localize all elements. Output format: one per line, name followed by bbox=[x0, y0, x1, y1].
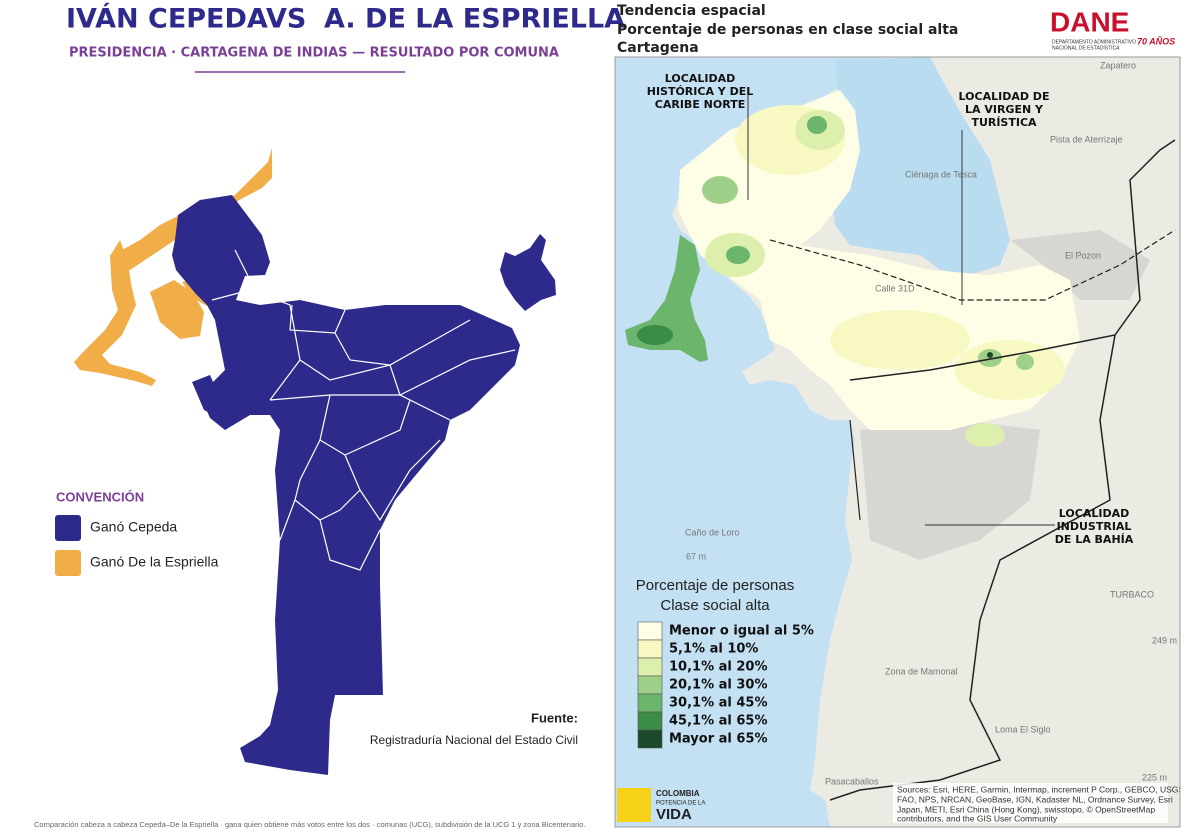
heat-area bbox=[1016, 354, 1034, 370]
sources-box bbox=[893, 783, 1168, 823]
place-label: TURBACO bbox=[1110, 589, 1154, 599]
legend-swatch bbox=[55, 515, 81, 541]
map-border bbox=[614, 56, 1181, 828]
place-label: Zapatero bbox=[1100, 60, 1136, 70]
map-title: Porcentaje de personas en clase social a… bbox=[617, 22, 958, 38]
legend-swatch bbox=[55, 550, 81, 576]
heat-area bbox=[726, 246, 750, 264]
legend-title: Clase social alta bbox=[660, 597, 770, 614]
place-label: 249 m bbox=[1152, 635, 1177, 645]
logo-subtitle: NACIONAL DE ESTADÍSTICA bbox=[1052, 44, 1120, 51]
locality-label: INDUSTRIAL bbox=[1057, 520, 1132, 533]
place-label: Loma El Siglo bbox=[995, 724, 1051, 734]
legend-swatch bbox=[637, 729, 663, 749]
place-label: Pasacaballos bbox=[825, 776, 879, 786]
map-title: Cartagena bbox=[617, 40, 699, 56]
heat-area bbox=[987, 352, 993, 358]
legend-swatch bbox=[637, 639, 663, 659]
comuna-boundaries bbox=[211, 249, 516, 571]
legend-swatch bbox=[637, 621, 663, 641]
subtitle: PRESIDENCIA · CARTAGENA DE INDIAS — RESU… bbox=[69, 46, 559, 61]
source-text: Registraduría Nacional del Estado Civil bbox=[370, 733, 578, 747]
comuna bbox=[500, 234, 556, 311]
urban-area bbox=[1010, 230, 1150, 300]
heat-area bbox=[702, 176, 738, 204]
legend-label: 20,1% al 30% bbox=[669, 678, 768, 693]
logo-anniversary: 70 AÑOS bbox=[1137, 36, 1175, 46]
legend-title: CONVENCIÓN bbox=[56, 489, 144, 504]
footer-logo-mark bbox=[617, 788, 651, 822]
legend-swatch bbox=[637, 693, 663, 713]
comuna-map bbox=[74, 148, 556, 775]
sources: Japan, METI, Esri China (Hong Kong), swi… bbox=[897, 804, 1155, 814]
legend-swatch bbox=[637, 657, 663, 677]
locality-boundary bbox=[849, 419, 861, 521]
class-legend: Menor o igual al 5% 5,1% al 10% 10,1% al 2… bbox=[637, 621, 814, 749]
comuna bbox=[172, 195, 520, 775]
locality-label: DE LA BAHÍA bbox=[1055, 533, 1134, 546]
footer-logo: COLOMBIA bbox=[656, 789, 700, 798]
place-label: 67 m bbox=[686, 551, 706, 561]
map-title: Tendencia espacial bbox=[617, 3, 766, 19]
footer-logo: VIDA bbox=[656, 806, 692, 823]
place-label: Pista de Aterrizaje bbox=[1050, 134, 1123, 144]
legend-swatch bbox=[637, 711, 663, 731]
locality-label: LOCALIDAD bbox=[1059, 507, 1129, 520]
locality-boundary bbox=[769, 229, 1176, 301]
place-label: Caño de Loro bbox=[685, 527, 740, 537]
legend-label: 45,1% al 65% bbox=[669, 714, 768, 729]
heat-area bbox=[637, 325, 673, 345]
legend-label: Ganó Cepeda bbox=[90, 519, 177, 535]
place-label: Ciénaga de Tesca bbox=[905, 169, 977, 179]
source-label: Fuente: bbox=[531, 710, 578, 725]
legend-swatch bbox=[637, 675, 663, 695]
sources: FAO, NPS, NRCAN, GeoBase, IGN, Kadaster … bbox=[897, 794, 1173, 804]
locality-label: HISTÓRICA Y DEL bbox=[647, 85, 754, 98]
comuna bbox=[118, 148, 272, 270]
heat-area bbox=[807, 116, 827, 134]
locality-boundary bbox=[849, 139, 1176, 381]
legend-label: Mayor al 65% bbox=[669, 732, 768, 747]
legend-label: 30,1% al 45% bbox=[669, 696, 768, 711]
legend-title: Porcentaje de personas bbox=[636, 577, 794, 594]
map-frame: Zapatero Pista de Aterrizaje Ciénaga de … bbox=[615, 57, 1186, 827]
title-candidate-2: A. DE LA ESPRIELLA bbox=[324, 4, 625, 35]
locality-label: LA VIRGEN Y bbox=[965, 103, 1044, 116]
locality-label: LOCALIDAD DE bbox=[959, 90, 1050, 103]
logo-name: DANE bbox=[1050, 6, 1129, 37]
locality-label: CARIBE NORTE bbox=[655, 98, 745, 111]
title-versus: VS bbox=[266, 4, 306, 35]
comuna bbox=[150, 280, 204, 339]
place-label: 225 m bbox=[1142, 772, 1167, 782]
cienaga bbox=[830, 57, 1010, 275]
comuna bbox=[74, 240, 156, 386]
place-label: Zona de Mamonal bbox=[885, 666, 958, 676]
locality-label: LOCALIDAD bbox=[665, 72, 735, 85]
comuna bbox=[192, 375, 220, 416]
heat-area bbox=[678, 90, 1080, 430]
legend-label: Ganó De la Espriella bbox=[90, 554, 219, 570]
legend-label: 10,1% al 20% bbox=[669, 660, 768, 675]
heat-area bbox=[965, 423, 1005, 447]
heat-area bbox=[830, 310, 970, 370]
title-candidate-1: IVÁN CEPEDA bbox=[66, 3, 268, 35]
legend-label: Menor o igual al 5% bbox=[669, 624, 814, 639]
sources: contributors, and the GIS User Community bbox=[897, 813, 1058, 823]
place-label: Calle 31D bbox=[875, 283, 915, 293]
place-label: El Pozon bbox=[1065, 250, 1101, 260]
logo-subtitle: DEPARTAMENTO ADMINISTRATIVO bbox=[1052, 39, 1136, 45]
locality-label: TURÍSTICA bbox=[971, 116, 1037, 129]
legend-label: 5,1% al 10% bbox=[669, 642, 758, 657]
footnote: Comparación cabeza a cabeza Cepeda–De la… bbox=[34, 820, 586, 829]
footer-logo: POTENCIA DE LA bbox=[656, 801, 705, 807]
sources: Sources: Esri, HERE, Garmin, Intermap, i… bbox=[897, 784, 1186, 794]
